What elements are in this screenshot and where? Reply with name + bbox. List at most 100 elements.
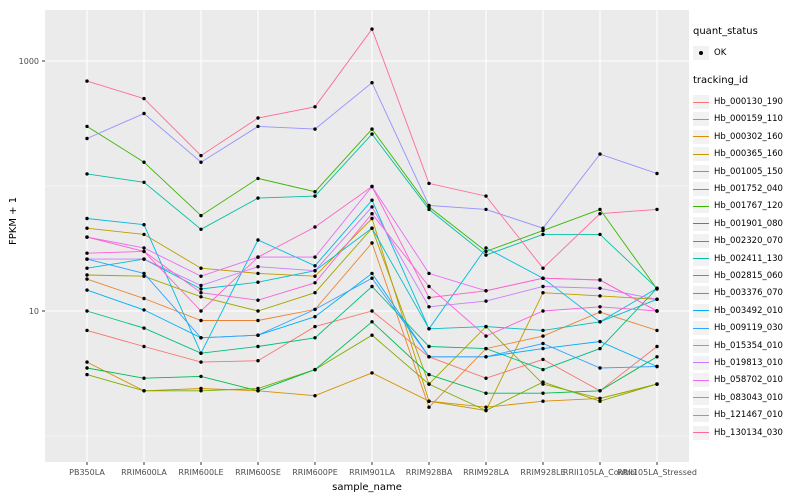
data-point <box>541 341 545 346</box>
data-point <box>370 127 374 131</box>
data-point <box>484 391 488 395</box>
data-point <box>598 305 602 309</box>
data-point <box>655 344 659 349</box>
legend-item-label: Hb_002320_070 <box>714 236 783 247</box>
data-point <box>85 366 89 370</box>
x-tick-label: RRII105LA_Stressed <box>617 468 697 477</box>
data-point <box>655 286 659 290</box>
data-point <box>85 266 89 270</box>
data-point <box>427 207 431 212</box>
data-point <box>598 389 602 393</box>
x-tick-label: RRIM901LA <box>349 468 395 477</box>
data-point <box>598 278 602 282</box>
x-tick-label: RRIM928LE <box>520 468 565 477</box>
series-color-line-icon <box>693 397 709 399</box>
data-point <box>85 288 89 292</box>
data-point <box>85 251 89 255</box>
legend-item-Hb_001901_080: Hb_001901_080 <box>693 215 799 232</box>
legend-item-label: Hb_130134_030 <box>714 427 783 438</box>
data-point <box>85 235 89 239</box>
data-point <box>85 172 89 176</box>
data-point <box>199 274 203 278</box>
data-point <box>142 257 146 261</box>
data-point <box>427 271 431 276</box>
data-point <box>484 334 488 338</box>
data-point <box>541 380 545 384</box>
data-point <box>313 336 317 340</box>
data-point <box>142 246 146 250</box>
legend-item-Hb_000365_160: Hb_000365_160 <box>693 146 799 163</box>
data-point <box>484 289 488 293</box>
series-color-line-icon <box>693 171 709 173</box>
data-point <box>541 232 545 237</box>
series-color-line-icon <box>693 118 709 120</box>
legend-key-box <box>693 112 709 127</box>
legend-item-label: Hb_001767_120 <box>714 201 783 212</box>
data-point <box>313 281 317 285</box>
data-point <box>142 376 146 380</box>
data-point <box>199 213 203 218</box>
data-point <box>199 160 203 164</box>
legend-item-label: Hb_083043_010 <box>714 392 783 403</box>
data-point <box>256 124 260 129</box>
series-color-line-icon <box>693 240 709 242</box>
data-point <box>142 389 146 393</box>
data-point <box>313 394 317 398</box>
legend-key-box <box>693 408 709 423</box>
data-point <box>427 399 431 403</box>
point-icon <box>699 50 703 55</box>
data-point <box>427 355 431 359</box>
data-point <box>541 228 545 233</box>
data-point <box>598 396 602 401</box>
data-point <box>199 227 203 231</box>
legend-key-box <box>693 355 709 370</box>
data-point <box>313 264 317 268</box>
data-point <box>256 280 260 284</box>
data-point <box>313 324 317 329</box>
data-point <box>142 344 146 349</box>
y-tick-label: 10 <box>29 307 39 316</box>
data-point <box>142 232 146 237</box>
series-color-line-icon <box>693 414 709 416</box>
data-point <box>541 399 545 403</box>
data-point <box>199 318 203 323</box>
legend-item-Hb_058702_010: Hb_058702_010 <box>693 372 799 389</box>
data-point <box>484 246 488 250</box>
data-point <box>484 249 488 254</box>
legend-key-box <box>693 373 709 388</box>
data-point <box>598 212 602 216</box>
data-point <box>199 283 203 288</box>
series-color-line-icon <box>693 101 709 103</box>
data-point <box>313 127 317 131</box>
legend-item-Hb_000302_160: Hb_000302_160 <box>693 128 799 145</box>
legend-item-Hb_121467_010: Hb_121467_010 <box>693 406 799 423</box>
data-point <box>142 223 146 227</box>
legend-item-Hb_015354_010: Hb_015354_010 <box>693 337 799 354</box>
legend-item-Hb_000159_110: Hb_000159_110 <box>693 111 799 128</box>
data-point <box>370 81 374 85</box>
data-point <box>541 391 545 395</box>
data-point <box>370 226 374 230</box>
series-color-line-icon <box>693 188 709 190</box>
legend-item-Hb_019813_010: Hb_019813_010 <box>693 354 799 371</box>
series-color-line-icon <box>693 223 709 225</box>
data-point <box>427 295 431 300</box>
legend-item-label: Hb_000302_160 <box>714 131 783 142</box>
data-point <box>256 238 260 242</box>
data-point <box>313 291 317 295</box>
legend: quant_status OK tracking_id Hb_000130_19… <box>693 26 799 441</box>
data-point <box>541 226 545 230</box>
data-point <box>256 344 260 349</box>
data-point <box>142 111 146 116</box>
data-point <box>142 271 146 276</box>
data-point <box>256 196 260 200</box>
series-color-line-icon <box>693 379 709 381</box>
data-point <box>199 336 203 340</box>
data-point <box>256 265 260 269</box>
data-point <box>313 190 317 194</box>
data-point <box>85 79 89 83</box>
data-point <box>256 309 260 313</box>
x-tick-label: RRIM928LA <box>463 468 509 477</box>
legend-key-box <box>693 147 709 162</box>
